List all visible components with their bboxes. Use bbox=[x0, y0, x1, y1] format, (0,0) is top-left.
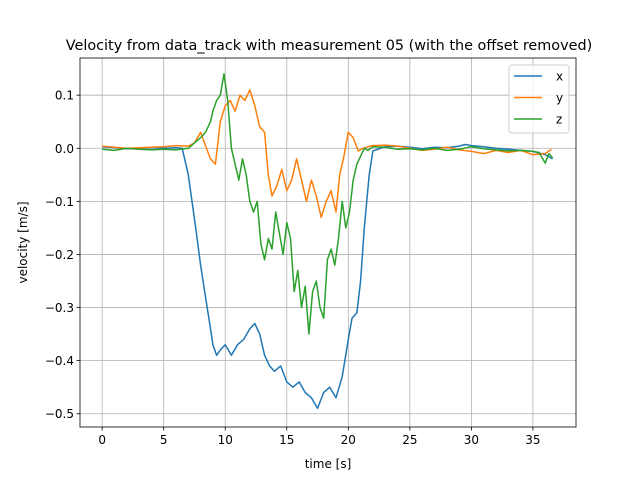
y-tick-label: −0.2 bbox=[45, 248, 74, 262]
legend-label-x: x bbox=[556, 70, 563, 84]
series-layer bbox=[102, 73, 554, 410]
y-tick-label: −0.3 bbox=[45, 301, 74, 315]
legend-box bbox=[508, 64, 570, 134]
tick-layer: 0 5 10 15 20 25 30 35 0.1 0.0 −0.1 −0.2 −0.3 −0.4 −0.5 bbox=[45, 89, 541, 447]
legend-label-z: z bbox=[556, 113, 562, 127]
chart-title: Velocity from data_track with measuremen… bbox=[66, 38, 592, 54]
legend-entries: xyz bbox=[514, 70, 563, 127]
x-tick-label: 20 bbox=[341, 433, 356, 447]
y-axis-label: velocity [m/s] bbox=[16, 201, 30, 283]
x-axis-label: time [s] bbox=[305, 457, 352, 471]
x-tick-label: 5 bbox=[160, 433, 168, 447]
legend: xyz bbox=[508, 64, 570, 134]
x-tick-label: 15 bbox=[279, 433, 294, 447]
x-tick-label: 30 bbox=[464, 433, 479, 447]
series-line-y bbox=[102, 89, 552, 219]
x-tick-label: 10 bbox=[218, 433, 233, 447]
y-tick-label: −0.5 bbox=[45, 407, 74, 421]
series-line-z bbox=[102, 73, 554, 335]
x-tick-label: 0 bbox=[98, 433, 106, 447]
y-tick-label: 0.0 bbox=[55, 142, 74, 156]
plot-frame bbox=[79, 57, 577, 428]
x-tick-label: 35 bbox=[525, 433, 540, 447]
legend-label-y: y bbox=[556, 91, 563, 105]
y-tick-label: −0.4 bbox=[45, 354, 74, 368]
x-tick-label: 25 bbox=[402, 433, 417, 447]
y-tick-label: −0.1 bbox=[45, 195, 74, 209]
y-tick-label: 0.1 bbox=[55, 89, 74, 103]
